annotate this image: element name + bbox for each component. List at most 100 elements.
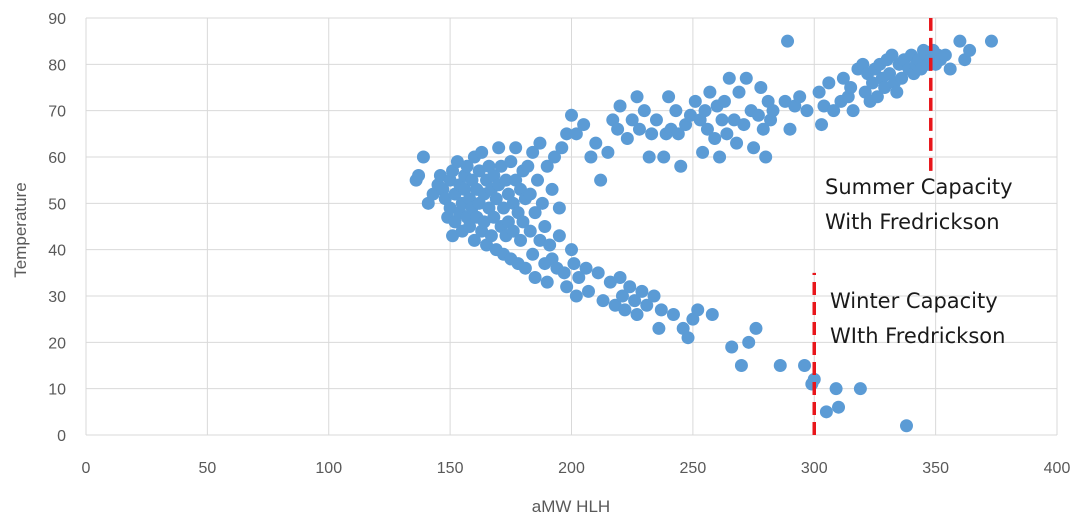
data-point (943, 62, 957, 76)
x-tick-label: 400 (1044, 460, 1071, 477)
data-point (620, 131, 634, 145)
y-tick-label: 80 (48, 57, 66, 74)
data-point (521, 159, 535, 173)
data-point (645, 127, 659, 141)
data-point (725, 340, 739, 354)
data-point (691, 303, 705, 317)
data-point (817, 99, 831, 113)
data-point (700, 122, 714, 136)
data-point (472, 164, 486, 178)
data-point (815, 118, 829, 132)
data-point (812, 85, 826, 99)
data-point (535, 196, 549, 210)
data-point (446, 229, 460, 243)
data-point (688, 94, 702, 108)
data-point (642, 150, 656, 164)
data-point (713, 150, 727, 164)
data-point (732, 85, 746, 99)
data-point (885, 48, 899, 62)
data-point (460, 159, 474, 173)
data-point (475, 145, 489, 159)
data-point (528, 206, 542, 220)
data-point (569, 127, 583, 141)
data-point (666, 308, 680, 322)
data-point (552, 201, 566, 215)
y-tick-label: 50 (48, 196, 66, 213)
data-point (630, 308, 644, 322)
x-axis-ticks: 0 50 100 150 200 250 300 350 400 (82, 460, 1071, 477)
data-point (416, 150, 430, 164)
data-point (832, 400, 846, 414)
data-point (506, 224, 520, 238)
y-tick-label: 30 (48, 289, 66, 306)
data-point (766, 104, 780, 118)
data-point (565, 108, 578, 122)
data-point (681, 331, 695, 345)
data-point (727, 113, 741, 127)
data-point (657, 150, 671, 164)
data-point (523, 187, 537, 201)
y-axis-title: Temperature (11, 182, 30, 277)
reference-lines: Winter Capacity WIth Fredrickson Summer Ca… (812, 18, 1013, 435)
data-point (654, 303, 668, 317)
data-point (579, 261, 593, 275)
data-point (683, 108, 697, 122)
data-point (696, 145, 710, 159)
data-point (715, 113, 729, 127)
data-point (747, 141, 761, 155)
data-point (984, 34, 998, 48)
data-point (611, 122, 625, 136)
data-point (783, 122, 797, 136)
data-point (615, 289, 629, 303)
y-tick-label: 40 (48, 243, 66, 260)
data-point (625, 113, 639, 127)
data-point (487, 210, 501, 224)
data-point (557, 266, 571, 280)
x-tick-label: 300 (801, 460, 828, 477)
data-point (543, 238, 557, 252)
data-point (581, 284, 595, 298)
data-point (730, 136, 744, 150)
x-axis-title: aMW HLH (532, 497, 610, 516)
data-point (953, 34, 967, 48)
data-point (630, 90, 644, 104)
data-point (494, 159, 508, 173)
data-point (569, 289, 583, 303)
data-point (450, 155, 464, 169)
data-point (552, 229, 566, 243)
data-point (846, 104, 860, 118)
data-point (623, 280, 637, 294)
data-point (560, 280, 574, 294)
data-point (819, 405, 833, 419)
data-point (759, 150, 773, 164)
data-point (589, 136, 603, 150)
data-point (499, 173, 513, 187)
data-point (526, 145, 540, 159)
x-tick-label: 0 (82, 460, 91, 477)
y-tick-label: 20 (48, 335, 66, 352)
data-point (632, 122, 646, 136)
data-point (798, 359, 812, 372)
data-point (523, 224, 537, 238)
data-point (555, 141, 569, 155)
data-point (649, 113, 663, 127)
data-point (538, 220, 552, 233)
data-point (793, 90, 807, 104)
data-point (603, 275, 617, 289)
data-point (540, 159, 554, 173)
data-point (572, 270, 586, 284)
y-tick-label: 0 (57, 428, 66, 445)
data-point (720, 127, 734, 141)
data-point (829, 382, 843, 396)
y-tick-label: 10 (48, 382, 66, 399)
data-point (596, 294, 610, 308)
data-point (613, 99, 627, 113)
data-point (628, 294, 642, 308)
data-point (722, 71, 736, 85)
data-point (412, 169, 426, 183)
data-point (669, 104, 683, 118)
data-point (640, 298, 654, 312)
data-point (890, 85, 904, 99)
data-point (870, 90, 884, 104)
data-point (504, 155, 518, 169)
